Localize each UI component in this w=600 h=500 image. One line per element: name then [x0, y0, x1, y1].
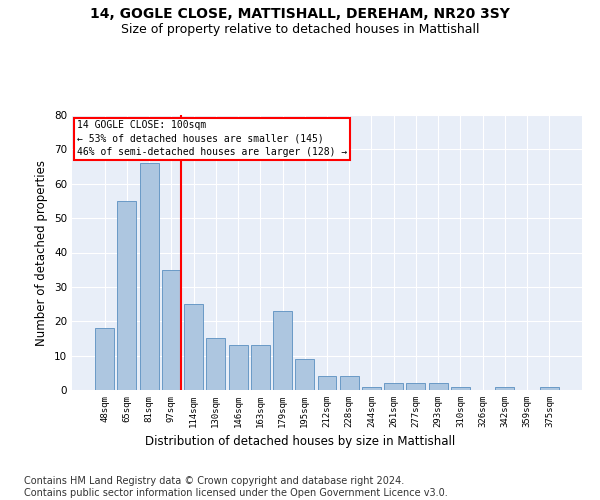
Bar	[295, 359, 314, 390]
Text: Distribution of detached houses by size in Mattishall: Distribution of detached houses by size …	[145, 435, 455, 448]
Bar	[229, 346, 248, 390]
Text: 14, GOGLE CLOSE, MATTISHALL, DEREHAM, NR20 3SY: 14, GOGLE CLOSE, MATTISHALL, DEREHAM, NR…	[90, 8, 510, 22]
Bar	[540, 386, 559, 390]
Bar	[429, 383, 448, 390]
Bar	[118, 201, 136, 390]
Bar	[406, 383, 425, 390]
Bar	[384, 383, 403, 390]
Bar	[496, 386, 514, 390]
Bar	[273, 311, 292, 390]
Text: 14 GOGLE CLOSE: 100sqm
← 53% of detached houses are smaller (145)
46% of semi-de: 14 GOGLE CLOSE: 100sqm ← 53% of detached…	[77, 120, 347, 157]
Bar	[251, 346, 270, 390]
Bar	[340, 376, 359, 390]
Y-axis label: Number of detached properties: Number of detached properties	[35, 160, 49, 346]
Bar	[317, 376, 337, 390]
Text: Contains HM Land Registry data © Crown copyright and database right 2024.
Contai: Contains HM Land Registry data © Crown c…	[24, 476, 448, 498]
Bar	[451, 386, 470, 390]
Bar	[95, 328, 114, 390]
Text: Size of property relative to detached houses in Mattishall: Size of property relative to detached ho…	[121, 22, 479, 36]
Bar	[206, 338, 225, 390]
Bar	[140, 163, 158, 390]
Bar	[362, 386, 381, 390]
Bar	[184, 304, 203, 390]
Bar	[162, 270, 181, 390]
